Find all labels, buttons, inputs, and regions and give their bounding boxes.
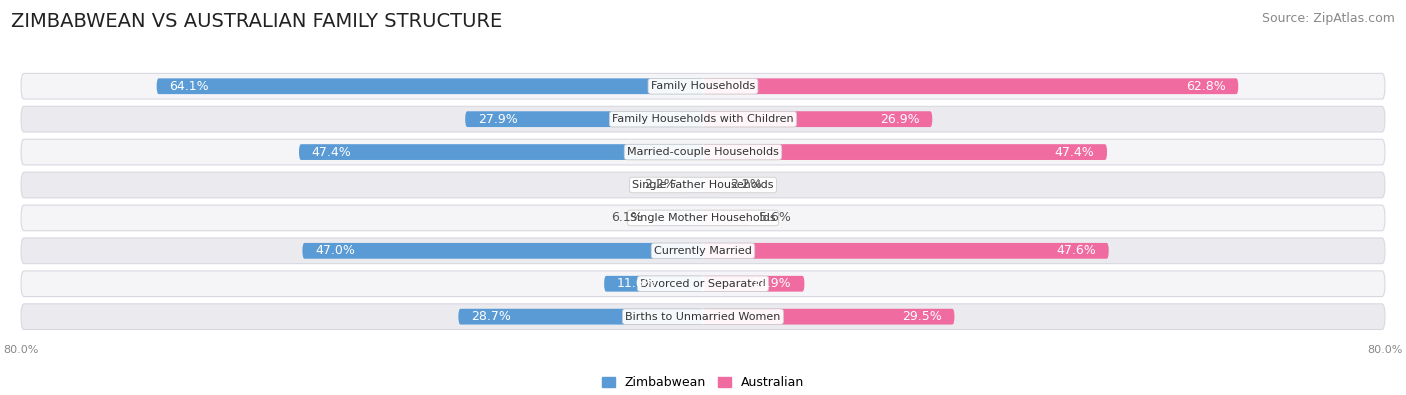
Text: Family Households: Family Households xyxy=(651,81,755,91)
FancyBboxPatch shape xyxy=(21,73,1385,99)
Text: 2.2%: 2.2% xyxy=(730,179,762,192)
Legend: Zimbabwean, Australian: Zimbabwean, Australian xyxy=(598,371,808,394)
Text: 2.2%: 2.2% xyxy=(644,179,676,192)
FancyBboxPatch shape xyxy=(703,144,1107,160)
FancyBboxPatch shape xyxy=(21,172,1385,198)
FancyBboxPatch shape xyxy=(21,139,1385,165)
FancyBboxPatch shape xyxy=(21,271,1385,297)
FancyBboxPatch shape xyxy=(21,238,1385,264)
Text: 47.4%: 47.4% xyxy=(312,146,352,158)
Text: Family Households with Children: Family Households with Children xyxy=(612,114,794,124)
FancyBboxPatch shape xyxy=(651,210,703,226)
Text: 27.9%: 27.9% xyxy=(478,113,517,126)
FancyBboxPatch shape xyxy=(302,243,703,259)
Text: Single Father Households: Single Father Households xyxy=(633,180,773,190)
FancyBboxPatch shape xyxy=(685,177,703,193)
Text: Source: ZipAtlas.com: Source: ZipAtlas.com xyxy=(1261,12,1395,25)
Text: 28.7%: 28.7% xyxy=(471,310,510,323)
Text: 47.4%: 47.4% xyxy=(1054,146,1094,158)
Text: 26.9%: 26.9% xyxy=(880,113,920,126)
Text: 64.1%: 64.1% xyxy=(169,80,209,93)
Text: 5.6%: 5.6% xyxy=(759,211,792,224)
Text: 47.6%: 47.6% xyxy=(1056,245,1095,257)
Text: ZIMBABWEAN VS AUSTRALIAN FAMILY STRUCTURE: ZIMBABWEAN VS AUSTRALIAN FAMILY STRUCTUR… xyxy=(11,12,502,31)
FancyBboxPatch shape xyxy=(21,106,1385,132)
FancyBboxPatch shape xyxy=(703,177,721,193)
FancyBboxPatch shape xyxy=(21,205,1385,231)
Text: Single Mother Households: Single Mother Households xyxy=(630,213,776,223)
Text: Currently Married: Currently Married xyxy=(654,246,752,256)
FancyBboxPatch shape xyxy=(703,276,804,292)
Text: 6.1%: 6.1% xyxy=(610,211,643,224)
Text: 11.6%: 11.6% xyxy=(617,277,657,290)
Text: 47.0%: 47.0% xyxy=(315,245,356,257)
Text: Divorced or Separated: Divorced or Separated xyxy=(640,279,766,289)
FancyBboxPatch shape xyxy=(21,304,1385,329)
FancyBboxPatch shape xyxy=(465,111,703,127)
FancyBboxPatch shape xyxy=(703,78,1239,94)
Text: 62.8%: 62.8% xyxy=(1185,80,1226,93)
FancyBboxPatch shape xyxy=(605,276,703,292)
FancyBboxPatch shape xyxy=(458,309,703,325)
Text: 11.9%: 11.9% xyxy=(752,277,792,290)
FancyBboxPatch shape xyxy=(703,210,751,226)
Text: Married-couple Households: Married-couple Households xyxy=(627,147,779,157)
Text: 29.5%: 29.5% xyxy=(901,310,942,323)
FancyBboxPatch shape xyxy=(703,309,955,325)
FancyBboxPatch shape xyxy=(156,78,703,94)
FancyBboxPatch shape xyxy=(703,243,1109,259)
Text: Births to Unmarried Women: Births to Unmarried Women xyxy=(626,312,780,322)
FancyBboxPatch shape xyxy=(299,144,703,160)
FancyBboxPatch shape xyxy=(703,111,932,127)
